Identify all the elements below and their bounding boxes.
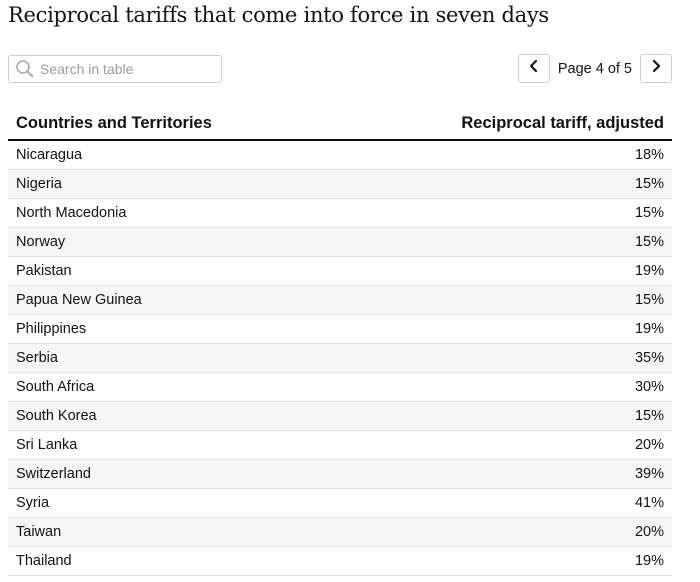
cell-country: South Korea [8, 401, 335, 431]
table-row: Pakistan 19% [8, 256, 672, 286]
cell-tariff: 20% [334, 517, 672, 547]
cell-tariff: 18% [334, 140, 672, 170]
cell-country: North Macedonia [8, 198, 335, 228]
table-row: Taiwan 20% [8, 517, 672, 547]
cell-country: Switzerland [8, 459, 335, 489]
chevron-right-icon [650, 59, 662, 78]
cell-country: Serbia [8, 343, 335, 373]
column-header-country[interactable]: Countries and Territories [8, 108, 335, 141]
cell-country: South Africa [8, 372, 335, 402]
table-row: Nicaragua 18% [8, 140, 672, 170]
cell-tariff: 19% [334, 546, 672, 576]
search-box[interactable] [8, 55, 222, 83]
cell-tariff: 30% [334, 372, 672, 402]
cell-tariff: 20% [334, 430, 672, 460]
cell-country: Sri Lanka [8, 430, 335, 460]
cell-country: Taiwan [8, 517, 335, 547]
search-input[interactable] [38, 57, 213, 81]
cell-tariff: 19% [334, 256, 672, 286]
cell-country: Philippines [8, 314, 335, 344]
table-row: North Macedonia 15% [8, 198, 672, 228]
column-header-tariff[interactable]: Reciprocal tariff, adjusted [334, 108, 672, 141]
page-title: Reciprocal tariffs that come into force … [8, 3, 549, 27]
cell-country: Nicaragua [8, 140, 335, 170]
cell-country: Thailand [8, 546, 335, 576]
cell-tariff: 15% [334, 227, 672, 257]
cell-tariff: 15% [334, 198, 672, 228]
table-header: Countries and Territories Reciprocal tar… [8, 108, 672, 141]
table-row: South Korea 15% [8, 401, 672, 431]
cell-tariff: 41% [334, 488, 672, 518]
table-row: Philippines 19% [8, 314, 672, 344]
table-row: Serbia 35% [8, 343, 672, 373]
tariff-table: Countries and Territories Reciprocal tar… [8, 108, 672, 576]
cell-country: Pakistan [8, 256, 335, 286]
table-body: Nicaragua 18% Nigeria 15% North Macedoni… [8, 140, 672, 576]
header-row: Countries and Territories Reciprocal tar… [8, 108, 672, 141]
cell-tariff: 15% [334, 169, 672, 199]
pagination: Page 4 of 5 [517, 54, 672, 83]
table-row: Switzerland 39% [8, 459, 672, 489]
table-row: Papua New Guinea 15% [8, 285, 672, 315]
table-row: Syria 41% [8, 488, 672, 518]
cell-tariff: 15% [334, 401, 672, 431]
cell-tariff: 35% [334, 343, 672, 373]
table-row: Norway 15% [8, 227, 672, 257]
cell-country: Papua New Guinea [8, 285, 335, 315]
cell-country: Syria [8, 488, 335, 518]
cell-tariff: 39% [334, 459, 672, 489]
prev-page-button[interactable] [517, 54, 550, 83]
table-row: Nigeria 15% [8, 169, 672, 199]
cell-country: Norway [8, 227, 335, 257]
table-row: South Africa 30% [8, 372, 672, 402]
cell-tariff: 19% [334, 314, 672, 344]
cell-country: Nigeria [8, 169, 335, 199]
cell-tariff: 15% [334, 285, 672, 315]
search-icon [12, 56, 38, 82]
chevron-left-icon [528, 59, 540, 78]
next-page-button[interactable] [640, 54, 672, 83]
page-indicator: Page 4 of 5 [557, 60, 632, 77]
table-row: Sri Lanka 20% [8, 430, 672, 460]
table-row: Thailand 19% [8, 546, 672, 576]
